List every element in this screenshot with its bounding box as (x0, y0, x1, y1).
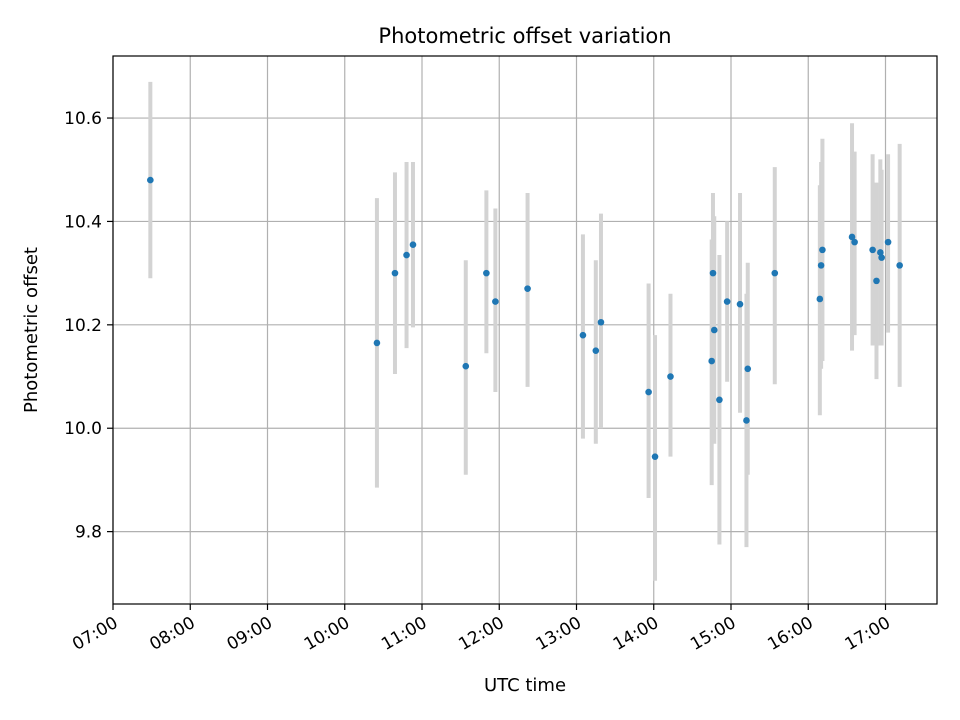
data-point (896, 262, 903, 269)
x-tick-label: 16:00 (764, 613, 816, 655)
data-point (723, 298, 731, 305)
data-point (743, 417, 750, 424)
data-point (878, 254, 885, 261)
data-point (771, 269, 779, 277)
chart-title: Photometric offset variation (378, 24, 671, 48)
plot-frame (112, 55, 938, 605)
data-point (492, 298, 499, 305)
y-tick-label: 9.8 (75, 523, 102, 543)
data-points (147, 176, 903, 460)
data-point (597, 318, 605, 326)
data-point (524, 285, 531, 292)
data-point (848, 233, 856, 241)
x-tick-label: 08:00 (146, 613, 198, 655)
data-point (403, 251, 410, 259)
data-point (651, 453, 659, 460)
error-bars (148, 81, 902, 581)
data-point (709, 269, 717, 277)
data-point (716, 396, 723, 404)
data-point (667, 373, 674, 380)
x-tick-label: 17:00 (842, 613, 894, 655)
x-tick-label: 10:00 (301, 613, 353, 655)
data-point (391, 269, 399, 277)
data-point (877, 249, 884, 256)
data-point (483, 269, 490, 277)
data-point (819, 246, 826, 254)
y-axis: 9.8 10.0 10.2 10.4 10.6 (64, 109, 113, 543)
x-axis-title: UTC time (484, 675, 566, 696)
y-tick-label: 10.2 (64, 316, 102, 336)
x-tick-label: 14:00 (610, 613, 662, 655)
data-point (462, 362, 470, 370)
data-point (817, 262, 825, 269)
y-tick-label: 10.4 (64, 212, 102, 232)
data-point (592, 347, 600, 354)
data-point (708, 357, 715, 365)
data-point (744, 365, 752, 373)
data-point (816, 295, 824, 303)
data-point (869, 246, 876, 254)
data-point (884, 238, 892, 246)
y-tick-label: 10.0 (64, 419, 102, 439)
data-point (409, 241, 417, 248)
data-point (147, 176, 154, 184)
x-tick-label: 11:00 (378, 613, 430, 655)
grid (112, 56, 937, 604)
data-point (373, 339, 381, 347)
x-tick-label: 09:00 (224, 613, 276, 655)
data-point (710, 326, 718, 334)
x-tick-label: 07:00 (69, 613, 121, 655)
x-axis: 07:00 08:00 09:00 10:00 11:00 12:00 13:00 14:00… (69, 604, 894, 655)
y-axis-title: Photometric offset (21, 247, 42, 413)
data-point (579, 331, 587, 339)
x-tick-label: 12:00 (455, 613, 507, 655)
x-tick-label: 13:00 (533, 613, 585, 655)
y-tick-label: 10.6 (64, 109, 102, 129)
data-point (873, 277, 880, 285)
data-point (645, 388, 652, 396)
x-tick-label: 15:00 (687, 613, 739, 655)
data-point (851, 238, 858, 246)
data-point (736, 300, 744, 308)
